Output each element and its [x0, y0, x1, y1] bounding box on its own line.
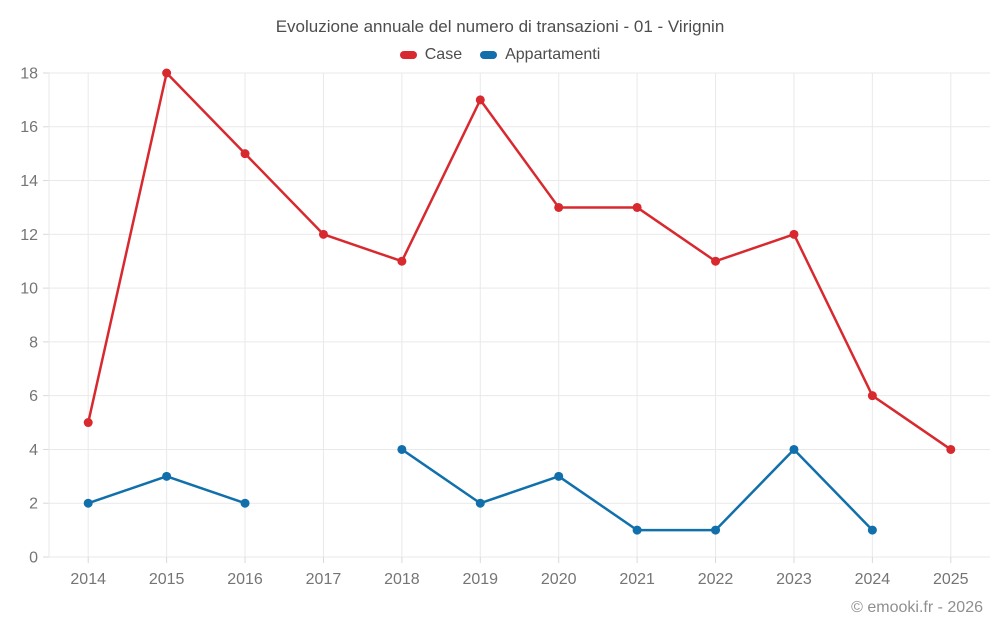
- x-axis-label: 2022: [698, 571, 734, 588]
- x-axis-label: 2019: [462, 571, 498, 588]
- x-axis-label: 2021: [619, 571, 655, 588]
- data-point-appartamenti: [240, 498, 250, 508]
- x-axis-label: 2024: [855, 571, 891, 588]
- y-axis-label: 8: [29, 334, 38, 351]
- data-point-appartamenti: [867, 525, 877, 535]
- y-axis-label: 6: [29, 388, 38, 405]
- data-point-appartamenti: [162, 471, 172, 481]
- data-point-appartamenti: [554, 471, 564, 481]
- data-point-case: [318, 229, 328, 239]
- data-point-case: [946, 444, 956, 454]
- data-point-appartamenti: [83, 498, 93, 508]
- y-axis-label: 14: [20, 173, 38, 190]
- x-axis-label: 2014: [70, 571, 106, 588]
- legend: Case Appartamenti: [0, 46, 1000, 64]
- data-point-case: [162, 68, 172, 78]
- data-point-case: [554, 202, 564, 212]
- copyright-notice: © emooki.fr - 2026: [851, 599, 983, 616]
- y-axis-label: 0: [29, 549, 38, 566]
- y-axis-label: 10: [20, 281, 38, 298]
- legend-item-appartamenti[interactable]: Appartamenti: [480, 46, 600, 64]
- legend-item-case[interactable]: Case: [399, 46, 463, 64]
- data-point-appartamenti: [632, 525, 642, 535]
- x-axis-label: 2016: [227, 571, 263, 588]
- x-axis-label: 2017: [306, 571, 342, 588]
- chart-title: Evoluzione annuale del numero di transaz…: [275, 17, 725, 36]
- y-axis-label: 12: [20, 227, 38, 244]
- data-point-case: [475, 95, 485, 105]
- data-point-case: [83, 418, 93, 428]
- y-axis-label: 18: [20, 65, 38, 82]
- x-axis-label: 2020: [541, 571, 577, 588]
- data-point-case: [240, 149, 250, 159]
- legend-label-case: Case: [424, 46, 463, 63]
- y-axis-label: 4: [29, 442, 38, 459]
- data-point-case: [632, 202, 642, 212]
- appartamenti-series-swatch-icon: [480, 51, 498, 59]
- x-axis-label: 2015: [149, 571, 185, 588]
- data-point-case: [789, 229, 799, 239]
- data-point-appartamenti: [789, 444, 799, 454]
- data-point-appartamenti: [711, 525, 721, 535]
- data-point-case: [867, 391, 877, 401]
- series-line-case: [86, 71, 953, 451]
- y-axis-label: 16: [20, 119, 38, 136]
- data-point-appartamenti: [475, 498, 485, 508]
- x-axis-label: 2023: [776, 571, 812, 588]
- data-point-case: [397, 256, 407, 266]
- x-axis-label: 2018: [384, 571, 420, 588]
- x-axis-label: 2025: [933, 571, 969, 588]
- case-series-swatch-icon: [399, 51, 417, 59]
- y-axis-label: 2: [29, 496, 38, 513]
- data-point-case: [711, 256, 721, 266]
- legend-label-appartamenti: Appartamenti: [505, 46, 601, 63]
- data-point-appartamenti: [397, 444, 407, 454]
